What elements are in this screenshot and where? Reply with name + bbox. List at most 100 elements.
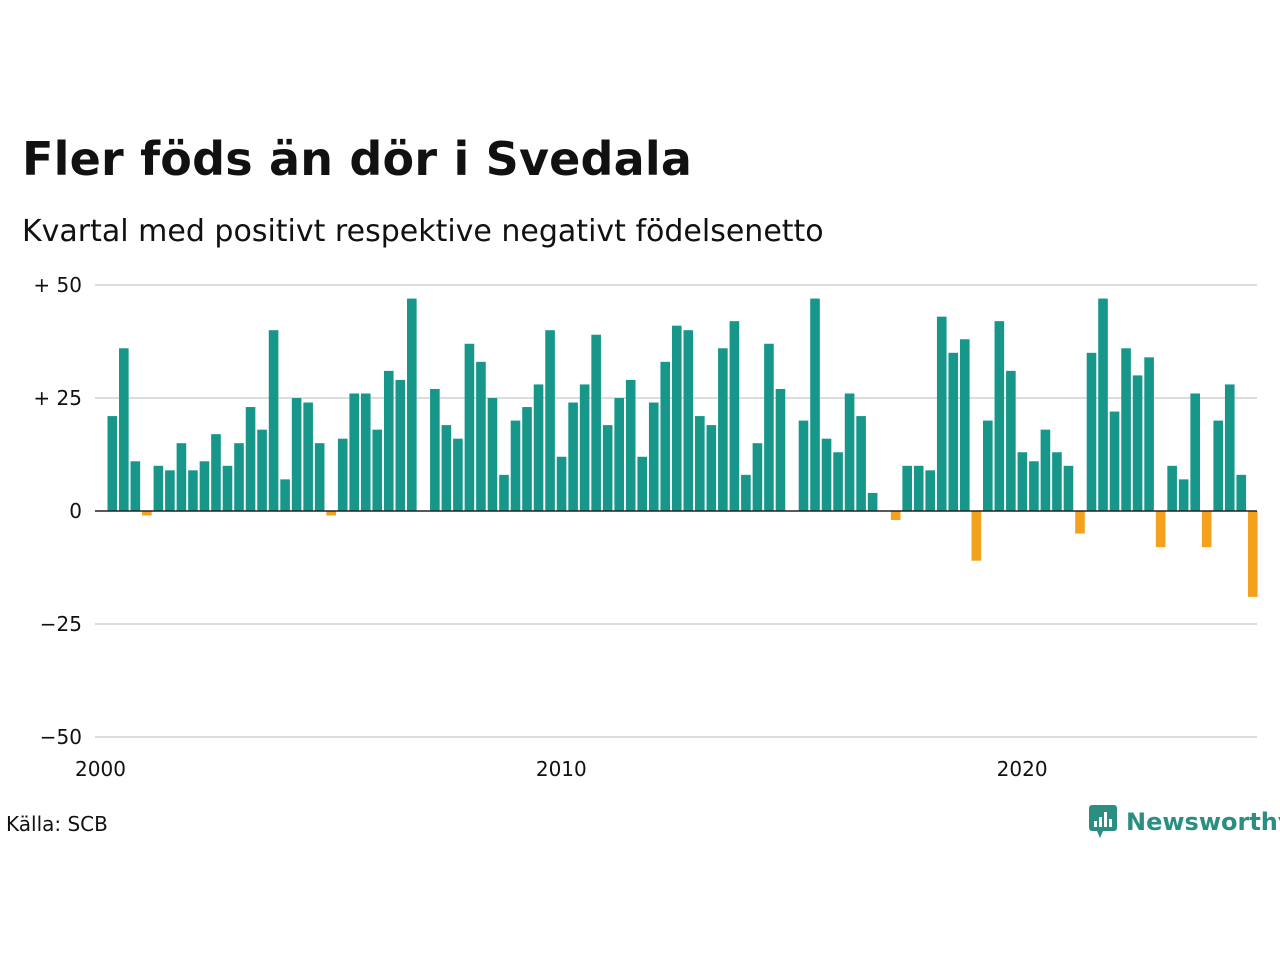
bar-positive — [833, 452, 843, 511]
bar-positive — [1040, 429, 1051, 511]
bar-negative — [1155, 511, 1166, 548]
bar-positive — [130, 461, 141, 511]
x-tick-label: 2000 — [75, 757, 126, 781]
y-tick-label: −25 — [40, 612, 82, 636]
bar-positive — [683, 330, 694, 511]
bar-positive — [568, 402, 578, 511]
bar-positive — [579, 384, 590, 511]
bar-positive — [303, 402, 313, 511]
bar-positive — [176, 443, 187, 511]
bar-positive — [1121, 348, 1131, 511]
y-tick-label: 0 — [69, 499, 82, 523]
newsworthy-logo-icon — [1088, 804, 1118, 840]
bar-positive — [959, 339, 970, 511]
bar-positive — [591, 334, 601, 511]
bar-positive — [764, 343, 774, 511]
bar-positive — [383, 370, 394, 511]
bar-positive — [902, 465, 912, 511]
bar-positive — [1063, 465, 1074, 511]
bar-positive — [1236, 474, 1247, 511]
bar-positive — [1167, 465, 1177, 511]
bar-positive — [913, 465, 924, 511]
bar-positive — [856, 416, 866, 511]
bar-positive — [188, 470, 198, 511]
bar-positive — [994, 321, 1005, 511]
bar-positive — [1178, 479, 1189, 511]
bar-positive — [718, 348, 728, 511]
bar-positive — [637, 456, 648, 511]
bar-positive — [1144, 357, 1154, 511]
bar-positive — [407, 298, 417, 511]
bar-positive — [844, 393, 855, 511]
bar-positive — [533, 384, 544, 511]
bar-positive — [510, 420, 521, 511]
bar-positive — [948, 352, 959, 511]
chart-title: Fler föds än dör i Svedala — [22, 132, 693, 186]
bar-positive — [1017, 452, 1028, 511]
bar-positive — [1213, 420, 1224, 511]
bar-positive — [695, 416, 705, 511]
y-tick-label: + 25 — [33, 386, 82, 410]
bar-positive — [107, 416, 118, 511]
bar-positive — [556, 456, 567, 511]
brand-name: Newsworthy — [1126, 808, 1280, 836]
bars — [107, 298, 1258, 597]
bar-chart: + 50 + 25 0 −25 −50 2000 2010 2020 — [33, 273, 1258, 781]
bar-positive — [199, 461, 210, 511]
bar-positive — [441, 425, 452, 511]
bar-positive — [648, 402, 659, 511]
bar-positive — [752, 443, 763, 511]
bar-positive — [625, 379, 636, 511]
bar-positive — [983, 420, 993, 511]
bar-positive — [395, 379, 406, 511]
bar-positive — [1086, 352, 1097, 511]
bar-positive — [741, 474, 751, 511]
bar-positive — [936, 316, 947, 511]
x-tick-label: 2010 — [536, 757, 587, 781]
newsworthy-logo: Newsworthy — [1088, 802, 1280, 842]
bar-positive — [925, 470, 936, 511]
y-axis-ticks: + 50 + 25 0 −25 −50 — [33, 273, 82, 749]
bar-positive — [614, 398, 624, 511]
bar-positive — [499, 474, 509, 511]
bar-positive — [476, 361, 486, 511]
source-note: Källa: SCB — [6, 812, 108, 836]
bar-positive — [660, 361, 671, 511]
y-tick-label: −50 — [40, 725, 82, 749]
bar-positive — [1098, 298, 1108, 511]
bar-positive — [821, 438, 832, 511]
bar-positive — [867, 492, 878, 511]
y-tick-label: + 50 — [33, 273, 82, 297]
bar-negative — [1247, 511, 1258, 597]
bar-positive — [545, 330, 555, 511]
bar-positive — [487, 398, 498, 511]
bar-positive — [464, 343, 475, 511]
bar-positive — [810, 298, 820, 511]
bar-positive — [372, 429, 383, 511]
bar-positive — [280, 479, 290, 511]
bar-positive — [1052, 452, 1062, 511]
bar-positive — [1109, 411, 1120, 511]
bar-positive — [165, 470, 175, 511]
bar-positive — [1224, 384, 1235, 511]
bar-positive — [222, 465, 233, 511]
bar-positive — [430, 388, 440, 511]
bar-positive — [453, 438, 463, 511]
x-axis-ticks: 2000 2010 2020 — [75, 757, 1048, 781]
bar-negative — [326, 511, 336, 516]
bar-positive — [1132, 375, 1143, 511]
bar-negative — [1075, 511, 1085, 534]
bar-negative — [1201, 511, 1212, 548]
bar-positive — [153, 465, 164, 511]
bar-positive — [337, 438, 348, 511]
bar-positive — [602, 425, 613, 511]
bar-positive — [775, 388, 786, 511]
bar-positive — [522, 407, 532, 511]
bar-positive — [1190, 393, 1200, 511]
bar-negative — [890, 511, 901, 521]
bar-positive — [314, 443, 325, 511]
bar-positive — [234, 443, 244, 511]
bar-positive — [349, 393, 360, 511]
bar-positive — [729, 321, 740, 511]
bar-negative — [142, 511, 152, 516]
